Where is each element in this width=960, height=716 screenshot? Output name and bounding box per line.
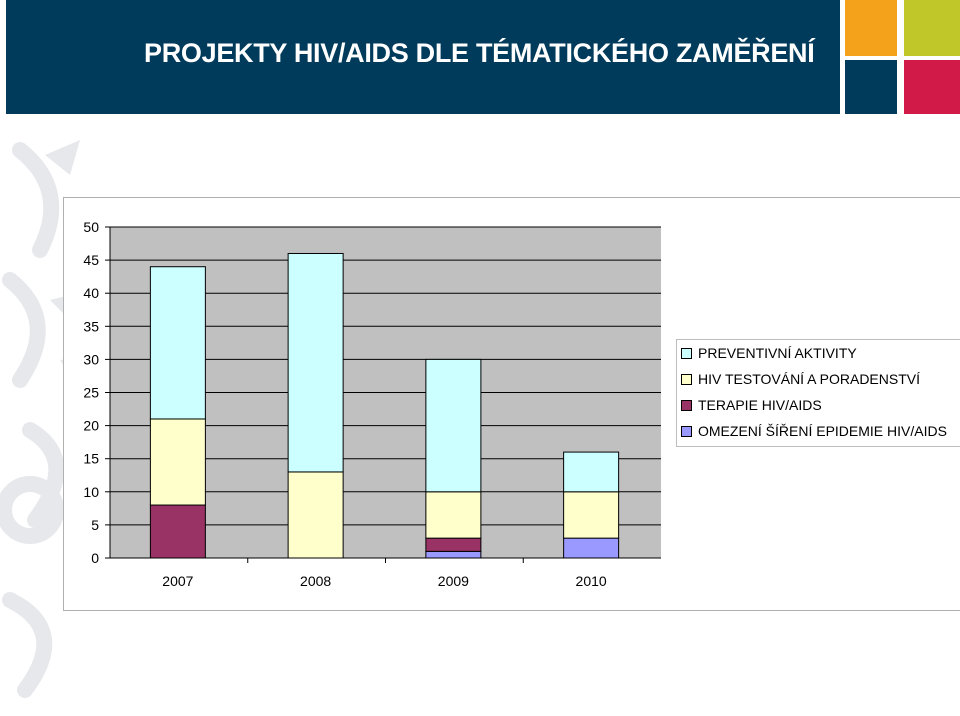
x-tick-label: 2008 xyxy=(300,573,331,589)
decor-square-green xyxy=(904,0,960,56)
y-tick-label: 30 xyxy=(83,351,99,367)
page-title: PROJEKTY HIV/AIDS DLE TÉMATICKÉHO ZAMĚŘE… xyxy=(144,38,815,68)
y-tick-label: 50 xyxy=(83,219,99,235)
legend-item-preventivni: PREVENTIVNÍ AKTIVITY xyxy=(681,345,857,361)
bar-segment xyxy=(149,266,206,420)
legend-swatch xyxy=(681,425,692,437)
bar-segment xyxy=(425,358,482,493)
y-tick-label: 15 xyxy=(83,451,99,467)
bar-segment xyxy=(563,491,620,539)
chart-area: 0 5 10 15 20 25 30 35 40 45 50 2007 2008 2009 2010 xyxy=(63,197,960,611)
legend-swatch xyxy=(681,399,692,411)
y-tick-label: 40 xyxy=(83,285,99,301)
chart-legend: PREVENTIVNÍ AKTIVITY HIV TESTOVÁNÍ A POR… xyxy=(676,339,960,447)
bar-segment xyxy=(563,537,620,559)
background-swirl-decoration xyxy=(0,140,100,698)
legend-label: OMEZENÍ ŠÍŘENÍ EPIDEMIE HIV/AIDS xyxy=(698,423,947,439)
legend-label: PREVENTIVNÍ AKTIVITY xyxy=(698,345,857,361)
y-tick-label: 5 xyxy=(91,517,99,533)
bar-segment xyxy=(425,491,482,539)
legend-label: HIV TESTOVÁNÍ A PORADENSTVÍ xyxy=(698,371,920,387)
legend-swatch xyxy=(681,347,692,359)
header-banner: PROJEKTY HIV/AIDS DLE TÉMATICKÉHO ZAMĚŘE… xyxy=(6,0,840,114)
legend-item-omezeni: OMEZENÍ ŠÍŘENÍ EPIDEMIE HIV/AIDS xyxy=(681,423,947,439)
stacked-bar-chart: 0 5 10 15 20 25 30 35 40 45 50 2007 2008 2009 2010 xyxy=(83,219,661,589)
y-tick-label: 0 xyxy=(91,550,99,566)
x-tick-label: 2007 xyxy=(162,573,193,589)
y-tick-label: 25 xyxy=(83,385,99,401)
decor-square-orange xyxy=(845,0,897,56)
y-tick-label: 20 xyxy=(83,418,99,434)
bar-segment xyxy=(425,537,482,552)
legend-label: TERAPIE HIV/AIDS xyxy=(698,397,822,413)
y-tick-label: 45 xyxy=(83,252,99,268)
decor-square-navy xyxy=(845,60,897,114)
bar-segment xyxy=(149,418,206,506)
bar-segment xyxy=(287,252,344,473)
legend-item-terapie: TERAPIE HIV/AIDS xyxy=(681,397,822,413)
legend-swatch xyxy=(681,373,692,385)
bar-segment xyxy=(287,471,344,559)
legend-item-testovani: HIV TESTOVÁNÍ A PORADENSTVÍ xyxy=(681,371,920,387)
y-tick-label: 10 xyxy=(83,484,99,500)
bar-segment xyxy=(149,504,206,559)
y-tick-label: 35 xyxy=(83,318,99,334)
x-tick-label: 2009 xyxy=(438,573,469,589)
bar-segment xyxy=(563,451,620,493)
decor-square-red xyxy=(904,60,960,114)
bar-segment xyxy=(425,550,482,559)
x-tick-label: 2010 xyxy=(576,573,607,589)
